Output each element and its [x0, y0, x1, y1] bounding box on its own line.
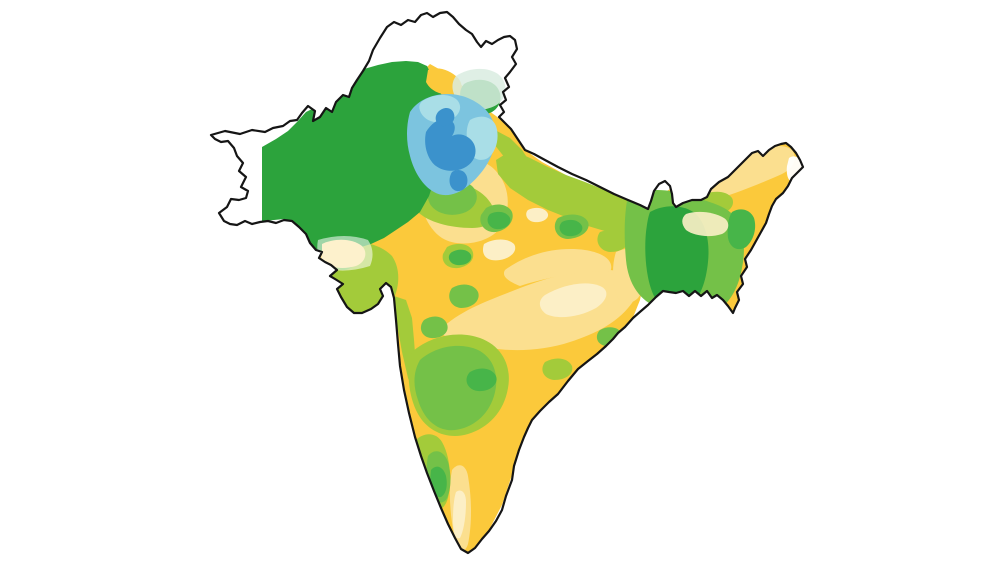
- region-tripura-patch: [727, 209, 756, 250]
- region-punjab-blue-core: [425, 118, 476, 171]
- region-deccan-core: [414, 345, 497, 431]
- region-mp-core: [448, 249, 472, 266]
- region-terai-cream: [526, 207, 549, 223]
- region-mp-spot-west: [420, 316, 448, 339]
- region-deccan-cream: [539, 283, 607, 318]
- region-indus-basin: [262, 61, 452, 252]
- region-blue-tail: [449, 169, 468, 192]
- region-vidarbha-spot: [542, 358, 573, 380]
- region-bihar-spot-west: [487, 211, 511, 230]
- region-blue-upper-lump: [435, 108, 455, 127]
- colored-regions: [262, 61, 803, 553]
- region-foothill-streak: [494, 130, 530, 170]
- region-bihar-spot-east: [559, 219, 583, 237]
- region-shillong-pale-wedge: [682, 211, 729, 237]
- region-kutch-white-wash: [317, 236, 373, 271]
- region-central-cream: [482, 239, 516, 261]
- region-assam-valley-pale: [698, 145, 795, 199]
- region-deccan-dark-spot: [466, 368, 497, 392]
- region-east-up-spot: [597, 230, 629, 252]
- region-andhra-pale: [503, 249, 612, 286]
- region-tip-cream: [453, 490, 466, 539]
- region-mp-spot-north: [449, 284, 479, 308]
- region-gangetic-band-east: [496, 150, 648, 236]
